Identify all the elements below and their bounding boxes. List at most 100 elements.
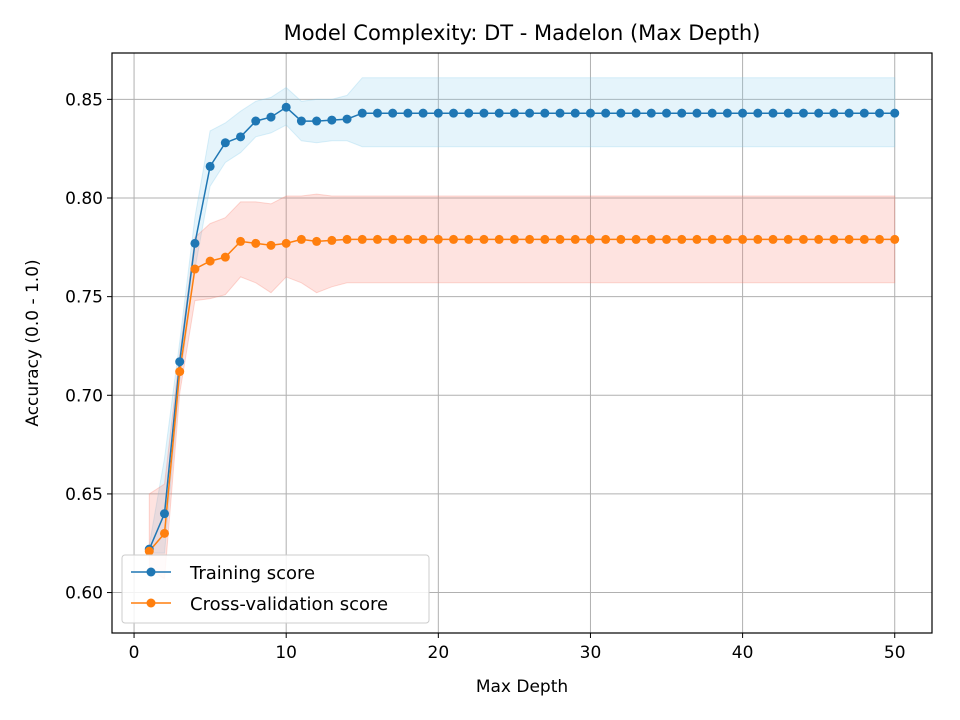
- point-cv: [509, 234, 519, 244]
- point-cv: [570, 234, 580, 244]
- point-training: [601, 108, 611, 118]
- point-training: [205, 161, 215, 171]
- point-cv: [144, 546, 154, 556]
- point-training: [722, 108, 732, 118]
- point-training: [707, 108, 717, 118]
- point-cv: [236, 236, 246, 246]
- point-training: [251, 116, 261, 126]
- x-tick-label: 30: [580, 643, 602, 663]
- point-cv: [418, 234, 428, 244]
- point-cv: [875, 234, 885, 244]
- point-cv: [312, 236, 322, 246]
- y-tick-label: 0.80: [65, 189, 103, 209]
- point-training: [875, 108, 885, 118]
- x-tick-label: 0: [129, 643, 140, 663]
- point-training: [372, 108, 382, 118]
- legend-marker-cv: [146, 598, 156, 608]
- x-tick-label: 10: [275, 643, 297, 663]
- point-cv: [220, 252, 230, 262]
- point-cv: [205, 256, 215, 266]
- point-cv: [525, 234, 535, 244]
- y-axis: 0.60 0.65 0.70 0.75 0.80 0.85: [65, 90, 112, 604]
- grid: [112, 53, 932, 633]
- y-axis-label: Accuracy (0.0 - 1.0): [23, 259, 43, 426]
- point-training: [798, 108, 808, 118]
- point-training: [890, 108, 900, 118]
- point-cv: [433, 234, 443, 244]
- point-training: [494, 108, 504, 118]
- legend: Training score Cross-validation score: [121, 554, 430, 624]
- y-tick-label: 0.85: [65, 90, 103, 110]
- point-training: [692, 108, 702, 118]
- x-axis-label: Max Depth: [476, 677, 568, 697]
- point-cv: [738, 234, 748, 244]
- point-cv: [768, 234, 778, 244]
- point-training: [570, 108, 580, 118]
- point-training: [464, 108, 474, 118]
- point-training: [418, 108, 428, 118]
- point-training: [403, 108, 413, 118]
- point-training: [859, 108, 869, 118]
- point-training: [555, 108, 565, 118]
- point-cv: [798, 234, 808, 244]
- point-cv: [601, 234, 611, 244]
- point-training: [753, 108, 763, 118]
- point-cv: [175, 367, 185, 377]
- point-cv: [296, 234, 306, 244]
- point-cv: [890, 234, 900, 244]
- point-training: [220, 138, 230, 148]
- point-training: [844, 108, 854, 118]
- point-training: [433, 108, 443, 118]
- point-cv: [479, 234, 489, 244]
- point-training: [585, 108, 595, 118]
- point-cv: [388, 234, 398, 244]
- series-points: [144, 102, 900, 556]
- point-training: [829, 108, 839, 118]
- point-cv: [327, 235, 337, 245]
- point-cv: [753, 234, 763, 244]
- point-training: [159, 509, 169, 519]
- point-training: [738, 108, 748, 118]
- point-training: [281, 102, 291, 112]
- legend-label-cv: Cross-validation score: [190, 594, 388, 615]
- point-training: [357, 108, 367, 118]
- point-training: [525, 108, 535, 118]
- y-tick-label: 0.70: [65, 386, 103, 406]
- point-cv: [449, 234, 459, 244]
- x-tick-label: 40: [732, 643, 754, 663]
- point-training: [814, 108, 824, 118]
- chart-title: Model Complexity: DT - Madelon (Max Dept…: [284, 21, 761, 45]
- point-cv: [540, 234, 550, 244]
- point-cv: [403, 234, 413, 244]
- point-training: [296, 116, 306, 126]
- point-cv: [783, 234, 793, 244]
- x-tick-label: 20: [428, 643, 450, 663]
- point-cv: [662, 234, 672, 244]
- legend-marker-training: [146, 567, 156, 577]
- band-cv: [148, 193, 896, 580]
- point-training: [175, 357, 185, 367]
- point-cv: [190, 264, 200, 274]
- point-cv: [585, 234, 595, 244]
- point-cv: [616, 234, 626, 244]
- legend-box: [121, 554, 430, 624]
- point-training: [190, 238, 200, 248]
- y-tick-label: 0.75: [65, 288, 103, 308]
- point-cv: [722, 234, 732, 244]
- point-cv: [859, 234, 869, 244]
- point-cv: [251, 238, 261, 248]
- point-training: [662, 108, 672, 118]
- point-training: [540, 108, 550, 118]
- point-cv: [555, 234, 565, 244]
- point-training: [768, 108, 778, 118]
- point-cv: [844, 234, 854, 244]
- x-tick-label: 50: [884, 643, 906, 663]
- point-cv: [464, 234, 474, 244]
- point-training: [236, 132, 246, 142]
- plot-frame: [111, 52, 933, 634]
- point-cv: [814, 234, 824, 244]
- point-cv: [357, 234, 367, 244]
- point-training: [631, 108, 641, 118]
- point-training: [677, 108, 687, 118]
